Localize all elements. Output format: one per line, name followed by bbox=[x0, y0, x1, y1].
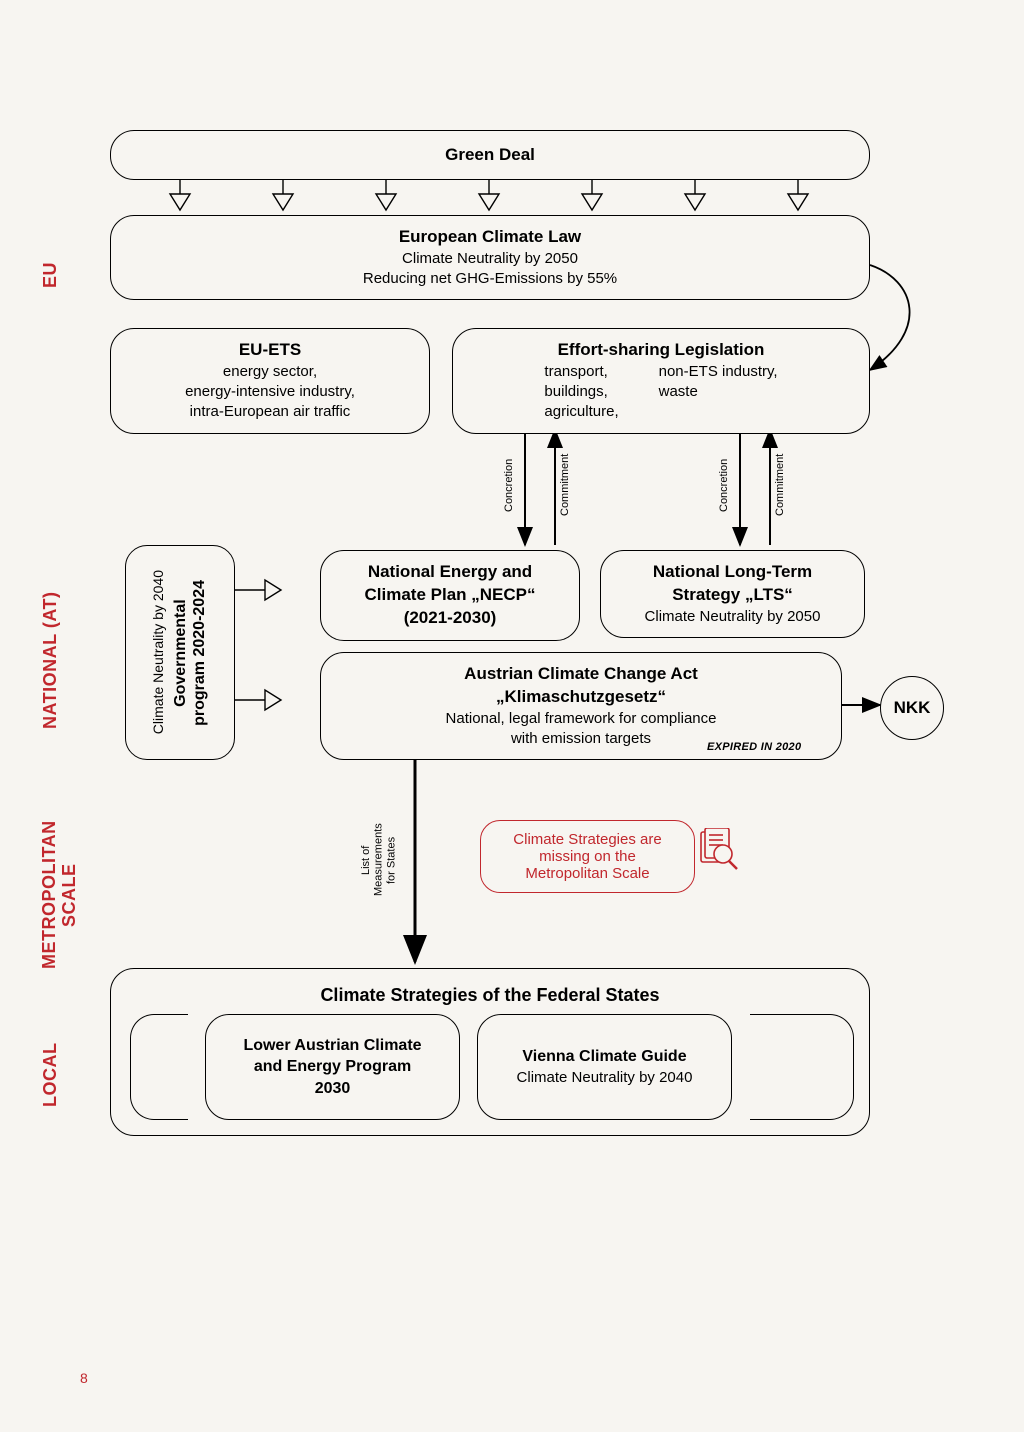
meas-l2: Measurements bbox=[373, 824, 385, 897]
necp-l2: Climate Plan „NECP“ bbox=[335, 584, 565, 607]
meas-l3: for States bbox=[385, 836, 397, 883]
level-label-eu: EU bbox=[40, 235, 61, 315]
effort-c1-l1: transport, bbox=[544, 362, 618, 382]
eu-law-title: European Climate Law bbox=[125, 226, 855, 249]
effort-c1-l3: agriculture, bbox=[544, 402, 618, 422]
eu-ets-title: EU-ETS bbox=[125, 339, 415, 362]
gov-title-l1: Governmental bbox=[172, 599, 189, 707]
vienna-l1: Vienna Climate Guide bbox=[492, 1046, 717, 1068]
lts-l2: Strategy „LTS“ bbox=[615, 584, 850, 607]
box-vienna: Vienna Climate Guide Climate Neutrality … bbox=[477, 1014, 732, 1120]
eu-law-line1: Climate Neutrality by 2050 bbox=[125, 249, 855, 269]
level-label-national: NATIONAL (AT) bbox=[40, 570, 61, 750]
federal-title: Climate Strategies of the Federal States bbox=[125, 983, 855, 1007]
effort-c2-l2: waste bbox=[659, 382, 778, 402]
gov-title-l2: program 2020-2024 bbox=[191, 580, 208, 726]
box-eu-climate-law: European Climate Law Climate Neutrality … bbox=[110, 215, 870, 300]
metro-l1: Climate Strategies are bbox=[491, 831, 684, 848]
metro-l3: Metropolitan Scale bbox=[491, 865, 684, 882]
magnifier-icon bbox=[695, 828, 743, 876]
level-label-local: LOCAL bbox=[40, 1025, 61, 1125]
effort-c2-l1: non-ETS industry, bbox=[659, 362, 778, 382]
box-nkk: NKK bbox=[880, 676, 944, 740]
effort-title: Effort-sharing Legislation bbox=[467, 339, 855, 362]
label-concretion-2: Concretion bbox=[718, 435, 730, 535]
expired-label: EXPIRED IN 2020 bbox=[707, 741, 801, 753]
box-lower-austria: Lower Austrian Climate and Energy Progra… bbox=[205, 1014, 460, 1120]
label-concretion-1: Concretion bbox=[503, 435, 515, 535]
effort-c1-l2: buildings, bbox=[544, 382, 618, 402]
box-effort-sharing: Effort-sharing Legislation transport, bu… bbox=[452, 328, 870, 434]
lts-sub: Climate Neutrality by 2050 bbox=[615, 607, 850, 627]
eu-ets-l1: energy sector, bbox=[125, 362, 415, 382]
box-governmental-program: Climate Neutrality by 2040 Governmental … bbox=[125, 545, 235, 760]
act-sub1: National, legal framework for compliance bbox=[335, 709, 827, 729]
la-l2: and Energy Program bbox=[220, 1056, 445, 1078]
label-measurements: List of Measurements for States bbox=[360, 795, 398, 925]
level-label-metropolitan: METROPOLITAN SCALE bbox=[40, 800, 80, 990]
page-number: 8 bbox=[80, 1370, 88, 1386]
necp-l3: (2021-2030) bbox=[335, 607, 565, 630]
box-fs-right-stub bbox=[750, 1014, 854, 1120]
gov-sub: Climate Neutrality by 2040 bbox=[150, 570, 167, 734]
act-l2: „Klimaschutzgesetz“ bbox=[335, 686, 827, 709]
label-commitment-1: Commitment bbox=[559, 435, 571, 535]
vienna-l2: Climate Neutrality by 2040 bbox=[492, 1068, 717, 1088]
level-label-metropolitan-l2: SCALE bbox=[59, 863, 79, 927]
eu-ets-l2: energy-intensive industry, bbox=[125, 382, 415, 402]
la-l1: Lower Austrian Climate bbox=[220, 1035, 445, 1057]
lts-l1: National Long-Term bbox=[615, 561, 850, 584]
label-commitment-2: Commitment bbox=[774, 435, 786, 535]
green-deal-title: Green Deal bbox=[445, 144, 535, 167]
box-fs-left-stub bbox=[130, 1014, 188, 1120]
box-green-deal: Green Deal bbox=[110, 130, 870, 180]
act-l1: Austrian Climate Change Act bbox=[335, 663, 827, 686]
box-lts: National Long-Term Strategy „LTS“ Climat… bbox=[600, 550, 865, 638]
eu-ets-l3: intra-European air traffic bbox=[125, 402, 415, 422]
gov-title: Governmental program 2020-2024 bbox=[171, 580, 209, 726]
la-l3: 2030 bbox=[220, 1078, 445, 1100]
meas-l1: List of bbox=[360, 845, 372, 874]
metro-l2: missing on the bbox=[491, 848, 684, 865]
box-necp: National Energy and Climate Plan „NECP“ … bbox=[320, 550, 580, 641]
box-metro-missing: Climate Strategies are missing on the Me… bbox=[480, 820, 695, 893]
box-eu-ets: EU-ETS energy sector, energy-intensive i… bbox=[110, 328, 430, 434]
level-label-metropolitan-l1: METROPOLITAN bbox=[39, 821, 59, 970]
eu-law-line2: Reducing net GHG-Emissions by 55% bbox=[125, 269, 855, 289]
necp-l1: National Energy and bbox=[335, 561, 565, 584]
